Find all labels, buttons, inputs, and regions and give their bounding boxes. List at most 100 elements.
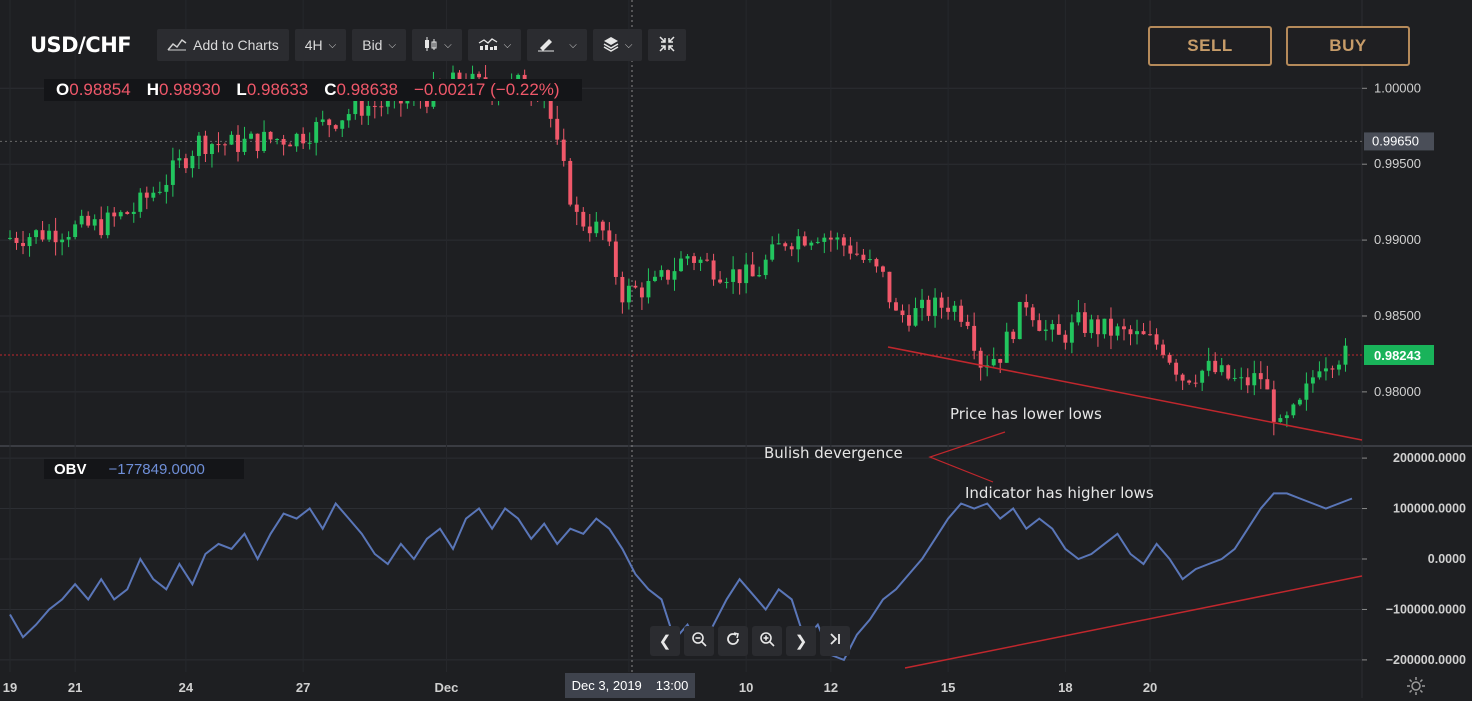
- price-tick-label: 0.99500: [1374, 156, 1421, 171]
- time-tick-label: 12: [824, 680, 838, 695]
- candle-body: [1122, 326, 1126, 330]
- buy-button[interactable]: BUY: [1286, 26, 1410, 66]
- candle-body: [301, 133, 306, 144]
- candle-body: [679, 258, 683, 272]
- candle-body: [516, 74, 521, 80]
- candle-body: [737, 269, 742, 284]
- candle-body: [796, 236, 801, 250]
- time-tick-label: 24: [179, 680, 194, 695]
- candle-body: [633, 285, 638, 288]
- sell-button[interactable]: SELL: [1148, 26, 1272, 66]
- candle-body: [92, 219, 97, 226]
- candle-body: [600, 221, 605, 231]
- candle-body: [294, 133, 299, 147]
- candle-body: [47, 230, 52, 240]
- interval-label: 4H: [304, 37, 323, 53]
- add-to-charts-button[interactable]: Add to Charts: [157, 29, 289, 61]
- obv-legend: OBV −177849.0000: [44, 459, 244, 479]
- zoom-out-icon: [691, 631, 707, 651]
- candle-body: [457, 72, 462, 84]
- crosshair-time: 13:00: [655, 678, 689, 693]
- layers-icon: [603, 36, 619, 55]
- candle-body: [731, 269, 736, 282]
- drawing-tools-dropdown[interactable]: ⌵: [527, 29, 587, 61]
- candle-body: [613, 241, 618, 277]
- candle-body: [952, 305, 957, 312]
- candle-body: [314, 121, 319, 143]
- annotation-divergence: Bulish devergence: [764, 444, 903, 462]
- candle-body: [867, 259, 872, 261]
- high-value: 0.98930: [158, 80, 221, 99]
- jump-to-end-button[interactable]: [820, 626, 850, 656]
- candle-body: [1102, 318, 1107, 335]
- candle-body: [138, 192, 143, 212]
- time-tick-label: 18: [1058, 680, 1072, 695]
- candle-body: [307, 142, 312, 144]
- settings-gear-icon[interactable]: [1406, 676, 1426, 701]
- candle-body: [639, 287, 644, 298]
- candle-body: [40, 230, 45, 240]
- candle-body: [900, 310, 905, 316]
- candle-body: [66, 237, 71, 240]
- interval-dropdown[interactable]: 4H ⌵: [294, 29, 347, 61]
- collapse-button[interactable]: [648, 29, 687, 61]
- candle-body: [1200, 370, 1205, 383]
- candle-body: [926, 299, 931, 316]
- candle-body: [1206, 360, 1211, 371]
- obv-value: −177849.0000: [108, 460, 205, 478]
- scroll-left-button[interactable]: ❮: [650, 626, 680, 656]
- scroll-right-button[interactable]: ❯: [786, 626, 816, 656]
- candle-body: [607, 230, 612, 242]
- zoom-out-button[interactable]: [684, 626, 714, 656]
- candle-body: [281, 138, 286, 145]
- obv-series: [9, 492, 1353, 662]
- candle-body: [255, 133, 260, 151]
- candle-body: [1115, 326, 1120, 336]
- open-label: O: [56, 80, 70, 99]
- current-price-box: [1364, 344, 1434, 365]
- candle-body: [933, 297, 938, 316]
- candle-body: [581, 211, 586, 227]
- candle-body: [907, 315, 911, 326]
- candle-body: [144, 192, 149, 198]
- layers-dropdown[interactable]: ⌵: [592, 29, 643, 61]
- candle-body: [333, 125, 338, 129]
- zoom-in-button[interactable]: [752, 626, 782, 656]
- candle-body: [1076, 312, 1081, 323]
- reset-button[interactable]: [718, 626, 748, 656]
- candle-body: [998, 358, 1003, 363]
- candle-body: [372, 105, 377, 107]
- indicators-dropdown[interactable]: ⌵: [467, 29, 522, 61]
- chevron-down-icon: ⌵: [624, 39, 633, 51]
- candlestick-series: [8, 65, 1348, 436]
- obv-tick-label: −200000.0000: [1386, 653, 1466, 667]
- candle-body: [151, 192, 156, 198]
- chart-navigation: ❮ ❯: [650, 626, 850, 656]
- trendlines: [887, 346, 1363, 669]
- obv-label: OBV: [54, 460, 87, 478]
- candle-body: [275, 138, 280, 140]
- candle-body: [802, 236, 807, 246]
- candle-body: [626, 285, 631, 303]
- candle-body: [196, 135, 201, 156]
- chart-type-dropdown[interactable]: ⌵: [412, 29, 462, 61]
- candle-body: [353, 99, 358, 115]
- zoom-in-icon: [759, 631, 775, 651]
- reset-icon: [725, 631, 741, 651]
- candle-body: [854, 253, 859, 255]
- candle-body: [685, 256, 690, 259]
- candle-body: [1284, 415, 1289, 419]
- candle-body: [177, 158, 182, 161]
- symbol-title[interactable]: USD/CHF: [30, 33, 132, 57]
- price-type-dropdown[interactable]: Bid ⌵: [352, 29, 407, 61]
- candle-body: [183, 158, 188, 169]
- candle-body: [1037, 320, 1042, 331]
- candle-body: [835, 237, 840, 240]
- candle-body: [424, 98, 429, 107]
- price-type-label: Bid: [362, 37, 383, 53]
- indicators-icon: [478, 37, 498, 54]
- candle-body: [1330, 368, 1335, 370]
- candle-body: [705, 259, 710, 261]
